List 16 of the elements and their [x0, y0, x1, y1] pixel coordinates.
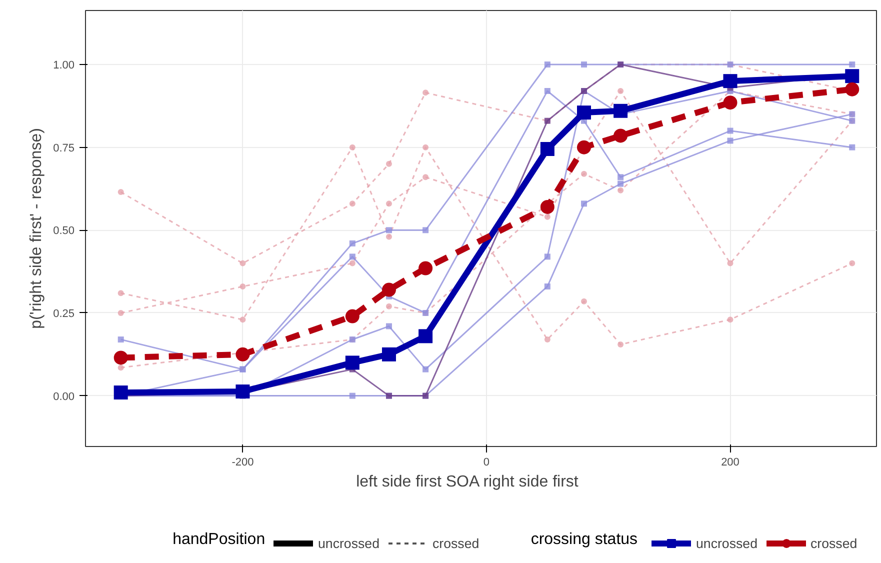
- x-tick-label: 0: [483, 456, 490, 468]
- y-tick-label: 1.00: [53, 60, 75, 72]
- x-tick-label: 200: [721, 456, 740, 468]
- x-axis-title: left side first SOA right side first: [356, 474, 579, 490]
- text: uncrossed: [318, 536, 380, 550]
- y-tick-label: 0.50: [53, 225, 75, 238]
- legend-label: uncrossed: [696, 536, 758, 550]
- y-tick-label: 0.25: [53, 308, 75, 320]
- legend-label: crossed: [810, 536, 858, 550]
- text: handPosition: [172, 531, 266, 548]
- x-tick-label: -200: [232, 456, 254, 468]
- y-tick-label: 0.00: [53, 390, 75, 403]
- legend-title: crossing status: [530, 531, 638, 548]
- y-tick-label: 0.75: [53, 142, 75, 154]
- y-axis-title: p('right side first' - response): [28, 128, 46, 329]
- text: crossed: [432, 536, 480, 550]
